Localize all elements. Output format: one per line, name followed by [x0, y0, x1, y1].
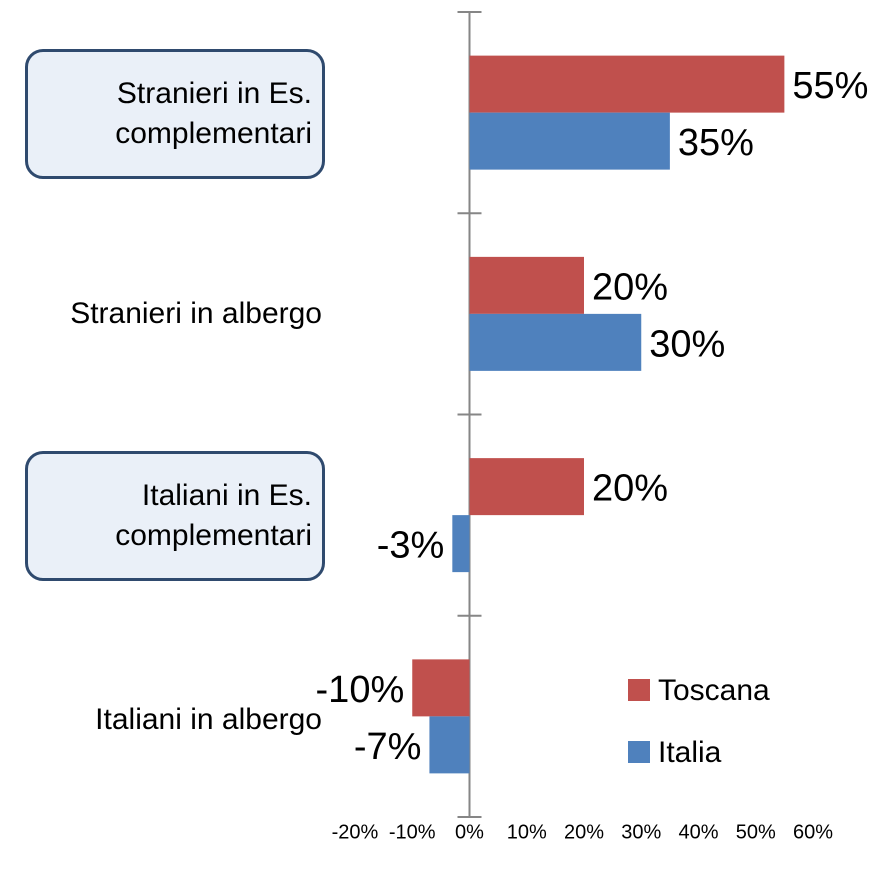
bar — [452, 515, 470, 573]
category-label: Italiani in albergo — [95, 703, 322, 737]
data-label: 35% — [678, 122, 754, 164]
data-label: -10% — [316, 669, 405, 711]
x-tick-label: 30% — [621, 821, 661, 843]
data-label: 20% — [592, 266, 668, 308]
bar — [429, 716, 470, 774]
data-label: 30% — [649, 323, 725, 365]
data-label: -3% — [377, 525, 445, 567]
x-tick-label: 60% — [793, 821, 833, 843]
category-label: Stranieri in albergo — [70, 296, 322, 330]
x-tick-label: 40% — [678, 821, 718, 843]
bar — [412, 659, 470, 717]
data-label: 55% — [792, 65, 868, 107]
bar — [469, 256, 584, 314]
legend-label: Italia — [658, 736, 722, 769]
bar — [469, 112, 670, 170]
x-tick-label: 50% — [736, 821, 776, 843]
data-label: -7% — [354, 726, 422, 768]
legend-label: Toscana — [658, 674, 770, 707]
category-label: Stranieri in Es. complementari — [25, 48, 325, 179]
x-tick-label: -10% — [389, 821, 436, 843]
x-tick-label: 0% — [455, 821, 484, 843]
bar — [469, 55, 785, 113]
x-tick-label: 10% — [507, 821, 547, 843]
x-tick-label: -20% — [332, 821, 379, 843]
data-label: 20% — [592, 468, 668, 510]
category-label: Italiani in Es. complementari — [25, 451, 325, 582]
bar — [469, 313, 642, 371]
legend-swatch — [628, 741, 650, 763]
bar — [469, 458, 584, 516]
legend-swatch — [628, 679, 650, 701]
x-tick-label: 20% — [564, 821, 604, 843]
